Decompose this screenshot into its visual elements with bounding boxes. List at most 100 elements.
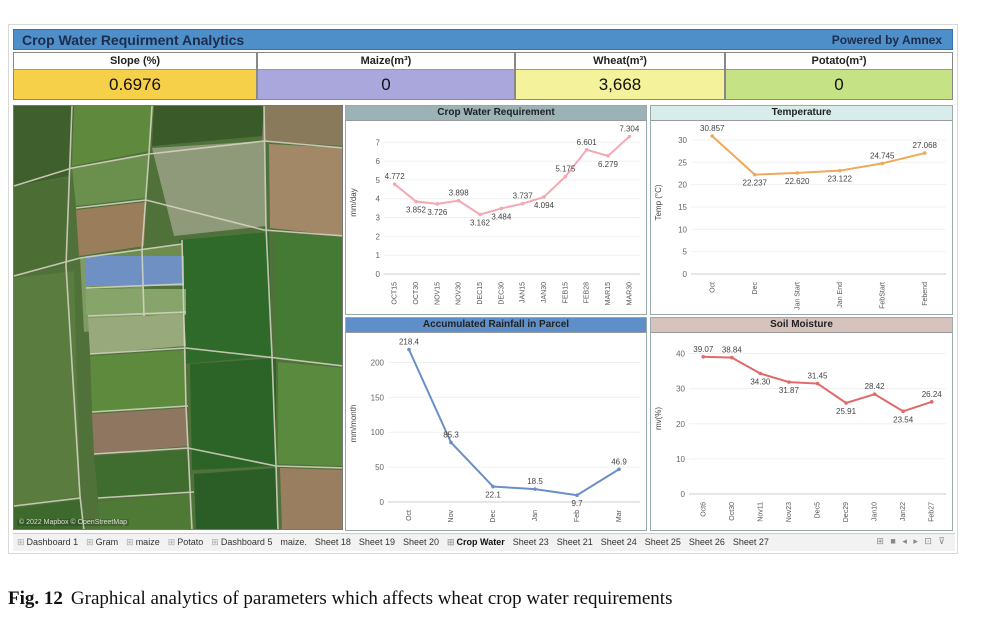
parcel-map[interactable]: © 2022 Mapbox © OpenStreetMap (13, 105, 343, 530)
data-point[interactable] (533, 487, 537, 491)
data-point[interactable] (542, 195, 546, 199)
sheet-tab-label: Sheet 27 (732, 537, 769, 547)
panel-title: Soil Moisture (651, 318, 952, 333)
data-point[interactable] (844, 401, 848, 405)
sheet-tab[interactable]: ⊞ Crop Water (443, 534, 509, 551)
series-line[interactable] (394, 135, 631, 216)
data-point[interactable] (710, 134, 715, 138)
sheet-tab[interactable]: Sheet 23 (509, 534, 553, 551)
y-tick-label: 30 (678, 136, 687, 145)
y-tick-label: 25 (678, 158, 687, 167)
data-point[interactable] (449, 440, 453, 445)
soil-moisture-chart[interactable]: mv(%) 0 10 20 30 40 Oct6 Oct30 Nov11 Nov23 Dec5 Dec… (651, 333, 952, 530)
rainfall-panel: Accumulated Rainfall in Parcel mm/month 0… (345, 317, 647, 531)
data-label: 31.87 (779, 386, 800, 395)
data-point[interactable] (730, 355, 734, 360)
data-label: 9.7 (571, 499, 583, 508)
kpi-value: 0 (726, 70, 952, 99)
x-tick-label: Feb (574, 510, 581, 522)
data-point[interactable] (575, 493, 579, 498)
data-point[interactable] (520, 201, 525, 206)
data-point[interactable] (787, 380, 791, 384)
data-point[interactable] (435, 202, 440, 206)
sheet-tab[interactable]: ⊞ maize (122, 534, 164, 551)
data-point[interactable] (815, 381, 820, 386)
data-label: 27.068 (913, 141, 938, 150)
rainfall-chart[interactable]: mm/month 0 50 100 150 200 Oct Nov Dec Jan Feb Mar 21… (346, 333, 646, 530)
data-point[interactable] (491, 484, 495, 489)
sheet-tab[interactable]: ⊞ Gram (82, 534, 122, 551)
sheet-tab[interactable]: Sheet 21 (553, 534, 597, 551)
x-tick-label: Jan10 (872, 502, 879, 521)
figure-label: Fig. 12 (8, 588, 63, 609)
sheet-tab[interactable]: Sheet 25 (641, 534, 685, 551)
data-point[interactable] (499, 206, 504, 211)
x-tick-label: Dec29 (843, 502, 850, 522)
data-label: 23.54 (893, 415, 914, 424)
sheet-tab-label: Sheet 20 (402, 537, 439, 547)
sheet-tab[interactable]: ⊞ Dashboard 5 (207, 534, 276, 551)
data-label: 7.304 (619, 125, 640, 134)
data-point[interactable] (478, 212, 482, 217)
data-point[interactable] (414, 199, 418, 204)
sheet-tab[interactable]: Sheet 20 (399, 534, 443, 551)
data-point[interactable] (701, 355, 706, 359)
sheet-tab[interactable]: Sheet 27 (729, 534, 773, 551)
data-point[interactable] (880, 161, 885, 166)
data-label: 39.07 (693, 345, 714, 354)
data-point[interactable] (929, 400, 934, 404)
sheet-tab[interactable]: Sheet 19 (355, 534, 399, 551)
crop-water-requirement-chart[interactable]: mm/day 0 1 2 3 4 5 6 7 OCT15 OCT30 NOV15 NOV30 DEC15 D… (346, 121, 646, 314)
sheet-tab[interactable]: Sheet 24 (597, 534, 641, 551)
y-tick-label: 150 (371, 393, 385, 402)
data-point[interactable] (901, 409, 905, 414)
data-point[interactable] (922, 151, 927, 155)
data-point[interactable] (456, 198, 461, 203)
data-point[interactable] (837, 168, 842, 173)
sheet-tab-bar: ⊞ Dashboard 1 ⊞ Gram ⊞ maize ⊞ Potato ⊞ Dashboard… (13, 533, 955, 551)
data-label: 22.620 (785, 177, 810, 186)
data-label: 38.84 (722, 346, 743, 355)
sheet-tab-label: Sheet 19 (358, 537, 395, 547)
y-tick-label: 4 (376, 195, 381, 204)
temperature-panel: Temperature Temp (°C) 0 5 10 15 20 25 30 Oct Dec J… (650, 105, 953, 315)
y-tick-label: 30 (676, 385, 685, 394)
y-tick-label: 5 (376, 176, 381, 185)
x-tick-label: Nov (448, 510, 455, 523)
data-point[interactable] (758, 371, 763, 376)
sheet-tab[interactable]: ⊞ Potato (164, 534, 208, 551)
panel-title: Accumulated Rainfall in Parcel (346, 318, 646, 333)
data-label: 3.484 (491, 212, 512, 221)
data-point[interactable] (584, 147, 589, 152)
y-tick-label: 10 (676, 455, 685, 464)
data-label: 22.237 (743, 179, 768, 188)
data-label: 23.122 (828, 175, 853, 184)
series-line[interactable] (711, 135, 925, 176)
sheet-tab-label: Gram (95, 537, 119, 547)
data-point[interactable] (627, 134, 632, 139)
sheet-tab[interactable]: ⊞ Dashboard 1 (13, 534, 82, 551)
data-point[interactable] (563, 174, 568, 179)
data-point[interactable] (407, 347, 411, 352)
y-axis-label: Temp (°C) (654, 184, 663, 220)
data-point[interactable] (617, 467, 621, 472)
x-tick-label: Jan End (837, 282, 844, 308)
tab-navigation-controls[interactable]: ⊞ ■ ◂ ▸ ⊡ ⊽ (876, 536, 947, 546)
data-point[interactable] (606, 154, 610, 158)
data-point[interactable] (752, 172, 757, 177)
kpi-value: 3,668 (516, 70, 724, 99)
sheet-tab[interactable]: Sheet 18 (311, 534, 355, 551)
temperature-chart[interactable]: Temp (°C) 0 5 10 15 20 25 30 Oct Dec Jan Start Jan … (651, 121, 952, 314)
series-line[interactable] (408, 349, 620, 497)
data-label: 4.094 (534, 201, 555, 210)
sheet-tab[interactable]: maize. (276, 534, 311, 551)
data-label: 22.1 (485, 491, 501, 500)
data-point[interactable] (795, 171, 800, 175)
x-tick-label: Oct30 (729, 502, 736, 521)
kpi-value: 0 (258, 70, 514, 99)
kpi-value: 0.6976 (14, 70, 256, 99)
sheet-tab-label: Potato (177, 537, 204, 547)
data-point[interactable] (392, 182, 397, 187)
data-point[interactable] (872, 392, 877, 396)
sheet-tab[interactable]: Sheet 26 (685, 534, 729, 551)
